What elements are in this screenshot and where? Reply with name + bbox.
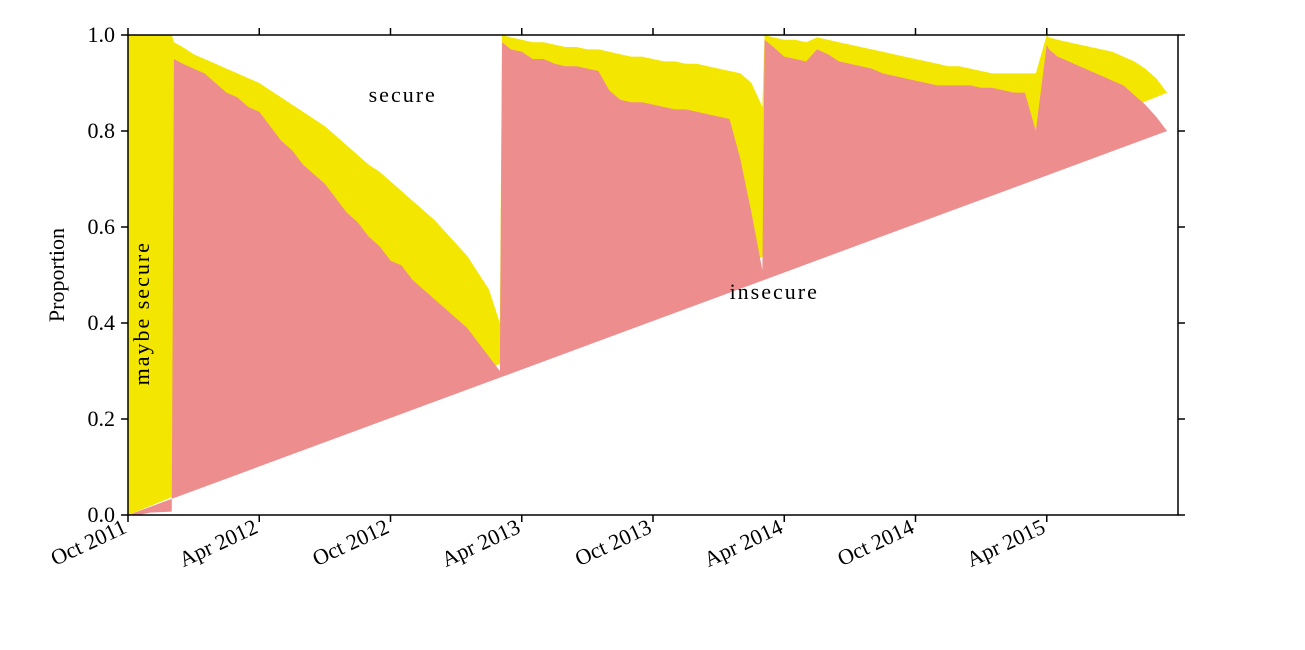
x-tick-label: Apr 2013 <box>437 514 523 572</box>
region-label: secure <box>369 82 437 107</box>
y-tick-label: 0.8 <box>88 118 116 143</box>
x-tick-label: Apr 2012 <box>175 514 261 572</box>
x-tick-label: Oct 2013 <box>571 514 655 571</box>
y-tick-label: 0.4 <box>88 310 116 335</box>
y-tick-label: 1.0 <box>88 22 116 47</box>
y-tick-label: 0.2 <box>88 406 116 431</box>
proportion-security-area-chart: 0.00.20.40.60.81.0ProportionOct 2011Apr … <box>0 0 1305 650</box>
region-label: insecure <box>730 279 819 304</box>
x-tick-label: Apr 2014 <box>700 514 786 572</box>
x-tick-label: Oct 2014 <box>833 514 917 571</box>
region-label: maybe secure <box>129 241 154 385</box>
y-tick-label: 0.6 <box>88 214 116 239</box>
y-axis-title: Proportion <box>44 228 69 322</box>
x-tick-label: Oct 2012 <box>308 514 392 571</box>
x-tick-label: Apr 2015 <box>962 514 1048 572</box>
